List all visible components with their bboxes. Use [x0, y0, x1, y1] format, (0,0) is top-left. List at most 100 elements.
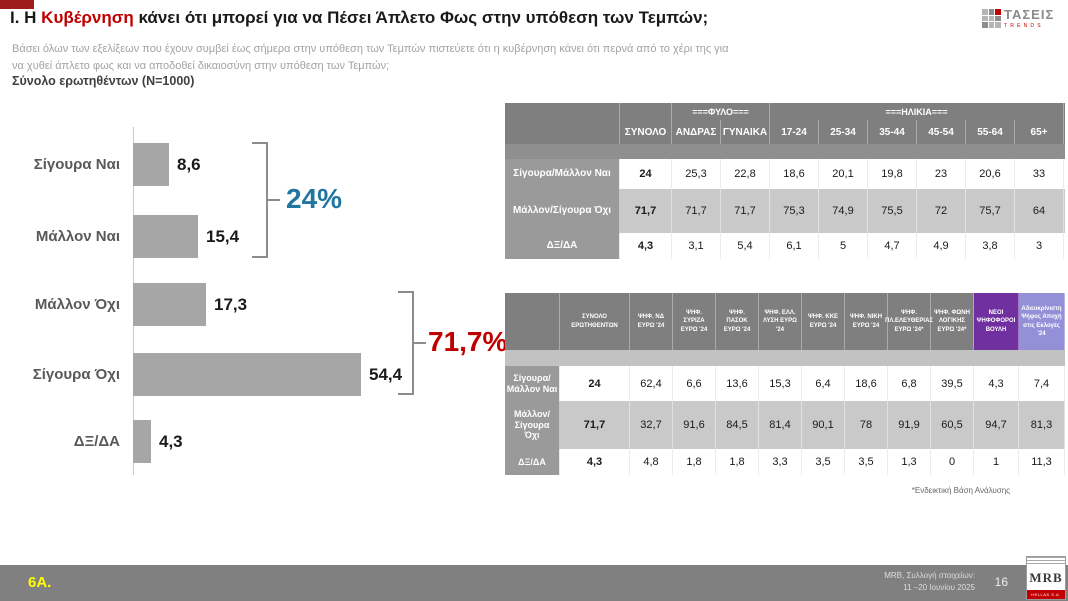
bar [133, 215, 198, 258]
column-header: ΨΗΦ. ΝΙΚΗ ΕΥΡΩ '24 [845, 293, 888, 350]
title-prefix: Ι. Η [10, 8, 42, 27]
cell: 64 [1015, 189, 1064, 233]
bar-category-label: Μάλλον Όχι [34, 296, 120, 313]
age-group-header: ===ΗΛΙΚΙΑ=== [770, 103, 1064, 120]
column-header-unclear-vote: Αδιευκρίνιστη Ψήφος Αποχή στις Εκλογές '… [1019, 293, 1065, 350]
cell: 1,3 [888, 449, 931, 475]
cell: 15,3 [759, 366, 802, 401]
party-vote-table-header: ΣΥΝΟΛΟ ΕΡΩΤΗΘΕΝΤΩΝ ΨΗΦ. ΝΔ ΕΥΡΩ '24 ΨΗΦ.… [505, 293, 1065, 366]
cell: 1 [974, 449, 1019, 475]
column-header: ΣΥΝΟΛΟ ΕΡΩΤΗΘΕΝΤΩΝ [560, 293, 630, 350]
cell: 60,5 [931, 401, 974, 449]
no-group-bracket-tick [412, 342, 426, 344]
cell: 13,6 [716, 366, 759, 401]
cell: 11,3 [1019, 449, 1065, 475]
table-row: Μάλλον/Σίγουρα Όχι 71,7 32,7 91,6 84,5 8… [505, 401, 1065, 449]
cell: 74,9 [819, 189, 868, 233]
cell: 4,3 [974, 366, 1019, 401]
cell: 32,7 [630, 401, 673, 449]
header-spacer-row [505, 144, 1065, 159]
cell: 62,4 [630, 366, 673, 401]
cell: 3,1 [672, 233, 721, 259]
title-suffix: κάνει ότι μπορεί για να Πέσει Άπλετο Φως… [133, 8, 709, 27]
cell: 7,4 [1019, 366, 1065, 401]
cell: 20,1 [819, 159, 868, 189]
bar-value-label: 8,6 [177, 154, 201, 174]
mrb-logo-text: MRB [1029, 569, 1063, 585]
cell: 1,8 [673, 449, 716, 475]
table-row: ΔΞ/ΔΑ 4,3 3,1 5,4 6,1 5 4,7 4,9 3,8 3 [505, 233, 1065, 259]
column-header: 25-34 [819, 120, 868, 144]
cell: 1,8 [716, 449, 759, 475]
chart-row: Σίγουρα Ναι 8,6 [0, 143, 201, 186]
cell: 18,6 [770, 159, 819, 189]
cell: 71,7 [620, 189, 672, 233]
cell: 3,5 [845, 449, 888, 475]
row-label: Μάλλον/Σίγουρα Όχι [505, 401, 560, 449]
cell: 4,9 [917, 233, 966, 259]
column-header: ΨΗΦ. ΚΚΕ ΕΥΡΩ '24 [802, 293, 845, 350]
cell: 91,6 [673, 401, 716, 449]
cell: 72 [917, 189, 966, 233]
cell: 23 [917, 159, 966, 189]
cell: 25,3 [672, 159, 721, 189]
cell: 20,6 [966, 159, 1015, 189]
cell: 3,8 [966, 233, 1015, 259]
sample-base-label: Σύνολο ερωτηθέντων (N=1000) [12, 74, 195, 88]
taseis-logo-icon [982, 9, 1001, 28]
row-label: Σίγουρα/Μάλλον Ναι [505, 159, 620, 189]
demographics-table: ===ΦΥΛΟ=== ===ΗΛΙΚΙΑ=== ΣΥΝΟΛΟ ΑΝΔΡΑΣ ΓΥ… [505, 103, 1065, 259]
bar-category-label: ΔΞ/ΔΑ [73, 433, 120, 450]
column-header: ΨΗΦ. ΣΥΡΙΖΑ ΕΥΡΩ '24 [673, 293, 716, 350]
cell: 24 [620, 159, 672, 189]
cell: 78 [845, 401, 888, 449]
bar-value-label: 17,3 [214, 294, 248, 314]
header-spacer-row [505, 350, 1065, 366]
party-vote-table: ΣΥΝΟΛΟ ΕΡΩΤΗΘΕΝΤΩΝ ΨΗΦ. ΝΔ ΕΥΡΩ '24 ΨΗΦ.… [505, 293, 1065, 475]
column-header: ΨΗΦ. ΠΛ.ΕΛΕΥΘΕΡΙΑΣ ΕΥΡΩ '24* [885, 293, 933, 350]
mrb-logo-stripes [1027, 557, 1065, 565]
bar-category-label: Μάλλον Ναι [35, 228, 120, 245]
gender-group-header: ===ΦΥΛΟ=== [672, 103, 770, 120]
bar-value-label: 15,4 [206, 226, 240, 246]
header-spacer [505, 120, 620, 144]
source-line-1: MRB, Συλλογή στοιχείων: [884, 571, 975, 580]
header-spacer [620, 103, 672, 120]
cell: 6,6 [673, 366, 716, 401]
cell: 81,3 [1019, 401, 1065, 449]
cell: 5 [819, 233, 868, 259]
page-number: 16 [994, 575, 1008, 589]
row-label: Σίγουρα/Μάλλον Ναι [505, 366, 560, 401]
cell: 22,8 [721, 159, 770, 189]
cell: 71,7 [672, 189, 721, 233]
cell: 6,8 [888, 366, 931, 401]
cell: 39,5 [931, 366, 974, 401]
bar [133, 353, 361, 396]
bar-value-label: 4,3 [159, 431, 183, 451]
bar [133, 143, 169, 186]
chart-row: ΔΞ/ΔΑ 4,3 [0, 420, 183, 463]
source-note: MRB, Συλλογή στοιχείων: 11 –20 Ιουνίου 2… [884, 570, 975, 595]
taseis-logo: ΤΑΣΕΙΣ TRENDS [982, 7, 1054, 29]
table-row: Σίγουρα/Μάλλον Ναι 24 62,4 6,6 13,6 15,3… [505, 366, 1065, 401]
cell: 75,7 [966, 189, 1015, 233]
cell: 4,3 [560, 449, 630, 475]
question-line-2: να χυθεί άπλετο φως και να αποδοθεί δικα… [12, 59, 390, 72]
mrb-logo-sub: HELLAS S.A. [1027, 590, 1065, 599]
no-total-annotation: 71,7% [428, 326, 508, 357]
bar [133, 283, 206, 326]
taseis-logo-sub: TRENDS [1004, 23, 1044, 29]
bar-category-label: Σίγουρα Όχι [32, 366, 120, 383]
column-header: 55-64 [966, 120, 1015, 144]
cell: 75,3 [770, 189, 819, 233]
yes-group-bracket-tick [266, 199, 280, 201]
cell: 84,5 [716, 401, 759, 449]
cell: 6,4 [802, 366, 845, 401]
table-row: Μάλλον/Σίγουρα Όχι 71,7 71,7 71,7 75,3 7… [505, 189, 1065, 233]
column-header-new-voters: ΝΕΟΙ ΨΗΦΟΦΟΡΟΙ ΒΟΥΛΗ [974, 293, 1019, 350]
taseis-logo-name: ΤΑΣΕΙΣ [1004, 7, 1055, 22]
cell: 75,5 [868, 189, 917, 233]
cell: 19,8 [868, 159, 917, 189]
column-header: ΨΗΦ. ΝΔ ΕΥΡΩ '24 [630, 293, 673, 350]
table-row: ΔΞ/ΔΑ 4,3 4,8 1,8 1,8 3,3 3,5 3,5 1,3 0 … [505, 449, 1065, 475]
